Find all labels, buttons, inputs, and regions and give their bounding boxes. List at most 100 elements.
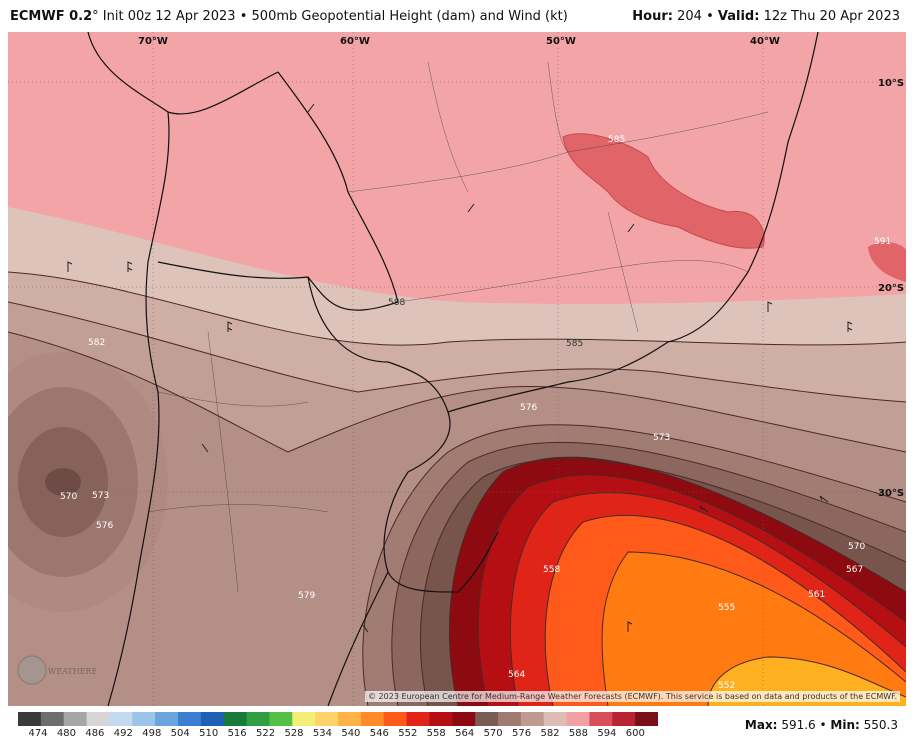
band-591-plus-edge	[868, 241, 906, 282]
weatherbell-logo: WEATHERBELL	[14, 652, 115, 690]
colorbar-swatch	[612, 712, 636, 726]
contour-label: 567	[846, 565, 863, 575]
wind-barb	[627, 223, 635, 233]
contour-label: 582	[88, 338, 105, 348]
colorbar-swatch	[223, 712, 248, 726]
wind-barb	[227, 321, 233, 332]
model-name: ECMWF 0.2	[10, 9, 93, 24]
colorbar-tick-label: 546	[369, 728, 389, 739]
state-borders	[147, 61, 769, 593]
colorbar-swatch	[338, 712, 362, 726]
contour-value-labels: 585 591 588 582 585 576 573 570 573 576 …	[60, 135, 891, 691]
footer: 474 480 486 492 498 504 510 516 522 528 534 540 546 5…	[0, 706, 914, 750]
colorbar-swatch	[200, 712, 225, 726]
contour-573	[391, 441, 906, 706]
degree-symbol: °	[92, 9, 99, 24]
hour-label: Hour:	[632, 9, 673, 24]
colorbar-swatch	[292, 712, 316, 726]
contour-label: 573	[653, 433, 670, 443]
product-name: 500mb Geopotential Height (dam) and Wind…	[251, 9, 568, 24]
contour-552	[707, 656, 906, 706]
map-canvas: 70°W 60°W 50°W 40°W 10°S 20°S 30°S 585 5…	[8, 32, 906, 706]
colorbar-swatch	[520, 712, 545, 726]
map-panel[interactable]: 70°W 60°W 50°W 40°W 10°S 20°S 30°S 585 5…	[8, 32, 906, 706]
colorbar-swatch	[63, 712, 88, 726]
graticule	[8, 32, 906, 706]
contour-label: 585	[608, 135, 625, 145]
wind-barb	[847, 321, 853, 332]
colorbar-tick-label: 492	[113, 728, 133, 739]
contour-label: 564	[508, 670, 525, 680]
colorbar-tick-label: 594	[597, 728, 617, 739]
colorbar-tick-label: 600	[625, 728, 645, 739]
state-border-6	[157, 391, 309, 407]
state-border-5	[607, 211, 639, 333]
wind-barb	[819, 495, 829, 503]
min-label: Min:	[830, 718, 860, 732]
stats-sep: •	[819, 718, 827, 732]
border-uruguay	[383, 471, 499, 593]
wind-barbs	[67, 103, 853, 633]
colorbar-tick-label: 540	[341, 728, 361, 739]
wind-barb	[767, 301, 773, 312]
colorbar-swatch	[498, 712, 522, 726]
colorbar-swatch	[246, 712, 270, 726]
colorbar-swatch	[360, 712, 385, 726]
contour-label: 570	[848, 542, 865, 552]
colorbar-swatch	[18, 712, 42, 726]
lat-label-10s: 10°S	[878, 78, 904, 89]
contour-label: 585	[566, 339, 583, 349]
colorbar-tick-label: 516	[227, 728, 247, 739]
contour-label: 576	[96, 521, 113, 531]
contour-label: 555	[718, 603, 735, 613]
contour-label: 573	[92, 491, 109, 501]
wind-barb	[127, 261, 133, 272]
colorbar-swatch	[86, 712, 110, 726]
max-label: Max:	[744, 718, 778, 732]
contour-564	[477, 474, 906, 706]
colorbar-swatch	[406, 712, 430, 726]
contour-570	[419, 458, 906, 706]
lon-label-40w: 40°W	[750, 36, 780, 47]
wind-barb	[627, 621, 633, 632]
contour-label: 579	[298, 591, 315, 601]
contour-555	[601, 551, 906, 706]
wind-barb	[467, 203, 475, 213]
contour-label: 552	[718, 681, 735, 691]
colorbar-swatch	[40, 712, 65, 726]
state-border-7	[147, 504, 329, 513]
hour-value: 204	[677, 9, 702, 24]
lat-label-20s: 20°S	[878, 283, 904, 294]
coastline-argentina	[327, 571, 389, 706]
colorbar-tick-label: 522	[256, 728, 276, 739]
colorbar-tick-label: 528	[284, 728, 304, 739]
colorbar-tick-label: 576	[512, 728, 532, 739]
valid-bullet: •	[706, 9, 714, 24]
valid-label: Valid:	[717, 9, 760, 24]
colorbar-swatch	[475, 712, 499, 726]
contour-label: 561	[808, 590, 825, 600]
colorbar-tick-label: 504	[170, 728, 190, 739]
colorbar-swatch	[589, 712, 613, 726]
ecmwf-credit: © 2023 European Centre for Medium-Range …	[365, 691, 900, 702]
stats: Max: 591.6 • Min: 550.3	[745, 718, 898, 732]
low-core	[45, 468, 81, 496]
contour-label: 570	[60, 492, 77, 502]
colorbar-tick-label: 498	[142, 728, 162, 739]
colorbar-swatch	[155, 712, 179, 726]
colorbar-tick-label: 510	[199, 728, 219, 739]
colorbar-swatch	[132, 712, 156, 726]
border-paraguay	[307, 276, 451, 473]
init-time: Init 00z 12 Apr 2023	[102, 9, 236, 24]
state-border-3	[427, 61, 469, 193]
colorbar-swatch	[383, 712, 408, 726]
colorbar-swatch	[269, 712, 293, 726]
colorbar-tick-label: 480	[56, 728, 76, 739]
colorbar-swatch	[635, 712, 658, 726]
colorbar-tick-label: 570	[483, 728, 503, 739]
wind-barb	[361, 623, 369, 633]
wind-barb	[307, 103, 315, 113]
contour-label: 576	[520, 403, 537, 413]
colorbar-tick-label: 486	[85, 728, 105, 739]
contour-561	[509, 492, 906, 706]
